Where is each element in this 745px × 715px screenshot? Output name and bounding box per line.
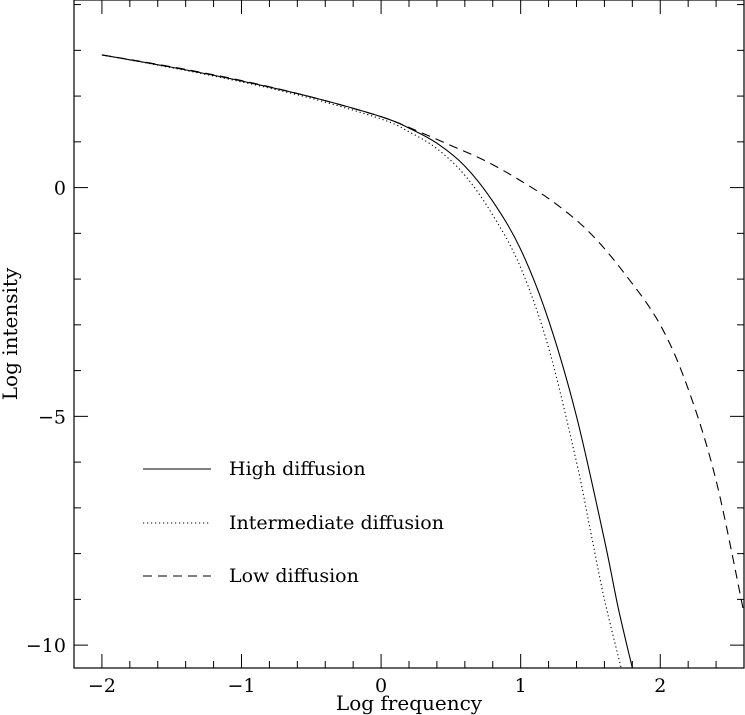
x-tick-labels: −2 −1 0 1 2 — [88, 675, 666, 697]
major-ticks — [74, 0, 744, 668]
x-tick-label: 2 — [654, 675, 666, 697]
legend-label: Intermediate diffusion — [229, 512, 444, 534]
x-axis-label: Log frequency — [336, 691, 483, 715]
y-tick-label: 0 — [54, 178, 66, 200]
series-line-2 — [101, 54, 622, 668]
legend-label: High diffusion — [229, 458, 366, 480]
y-tick-label: −5 — [38, 406, 66, 428]
x-tick-label: 1 — [515, 675, 527, 697]
y-axis-label: Log intensity — [0, 267, 22, 400]
y-tick-label: −10 — [26, 635, 66, 657]
x-tick-label: −1 — [227, 675, 255, 697]
plot-frame — [73, 0, 745, 669]
series-lines — [101, 54, 744, 668]
series-line-3 — [101, 54, 744, 614]
legend-label: Low diffusion — [229, 565, 359, 587]
x-tick-label: 0 — [375, 675, 387, 697]
y-tick-labels: 0 −5 −10 — [26, 178, 66, 658]
x-tick-label: −2 — [88, 675, 116, 697]
legend: High diffusion Intermediate diffusion Low … — [143, 458, 444, 587]
series-line-1 — [101, 54, 633, 668]
minor-ticks — [73, 0, 745, 668]
